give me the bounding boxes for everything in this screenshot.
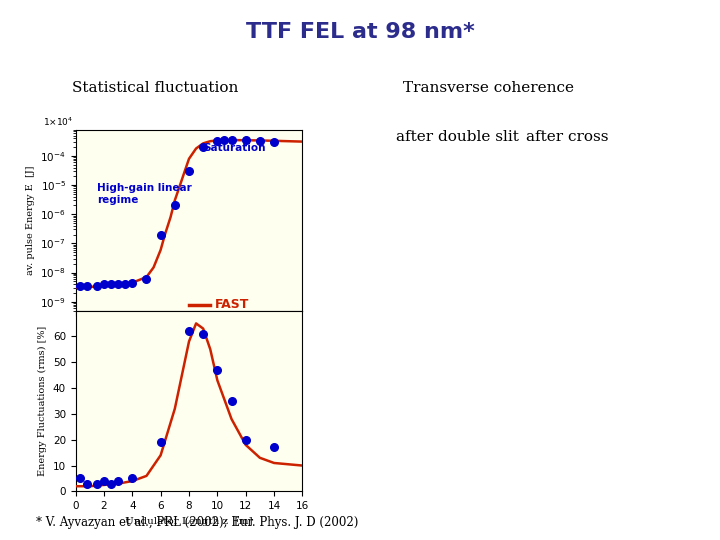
Text: High-gain linear
regime: High-gain linear regime <box>97 183 192 205</box>
X-axis label: Undulator Length z  [m]: Undulator Length z [m] <box>125 517 253 525</box>
Text: * V. Ayvazyan et al., PRL (2002); Eur. Phys. J. D (2002): * V. Ayvazyan et al., PRL (2002); Eur. P… <box>36 516 359 529</box>
Text: FAST: FAST <box>215 298 249 311</box>
Text: $1{\times}10^4$: $1{\times}10^4$ <box>43 116 73 128</box>
Text: Transverse coherence: Transverse coherence <box>403 81 575 95</box>
Text: after cross: after cross <box>526 130 608 144</box>
Y-axis label: Energy Fluctuations (rms) [%]: Energy Fluctuations (rms) [%] <box>38 326 48 476</box>
Text: Saturation: Saturation <box>203 144 266 153</box>
Text: Statistical fluctuation: Statistical fluctuation <box>72 81 238 95</box>
Text: TTF FEL at 98 nm*: TTF FEL at 98 nm* <box>246 22 474 42</box>
Text: after double slit: after double slit <box>396 130 519 144</box>
Y-axis label: av. pulse Energy E  [J]: av. pulse Energy E [J] <box>26 165 35 275</box>
